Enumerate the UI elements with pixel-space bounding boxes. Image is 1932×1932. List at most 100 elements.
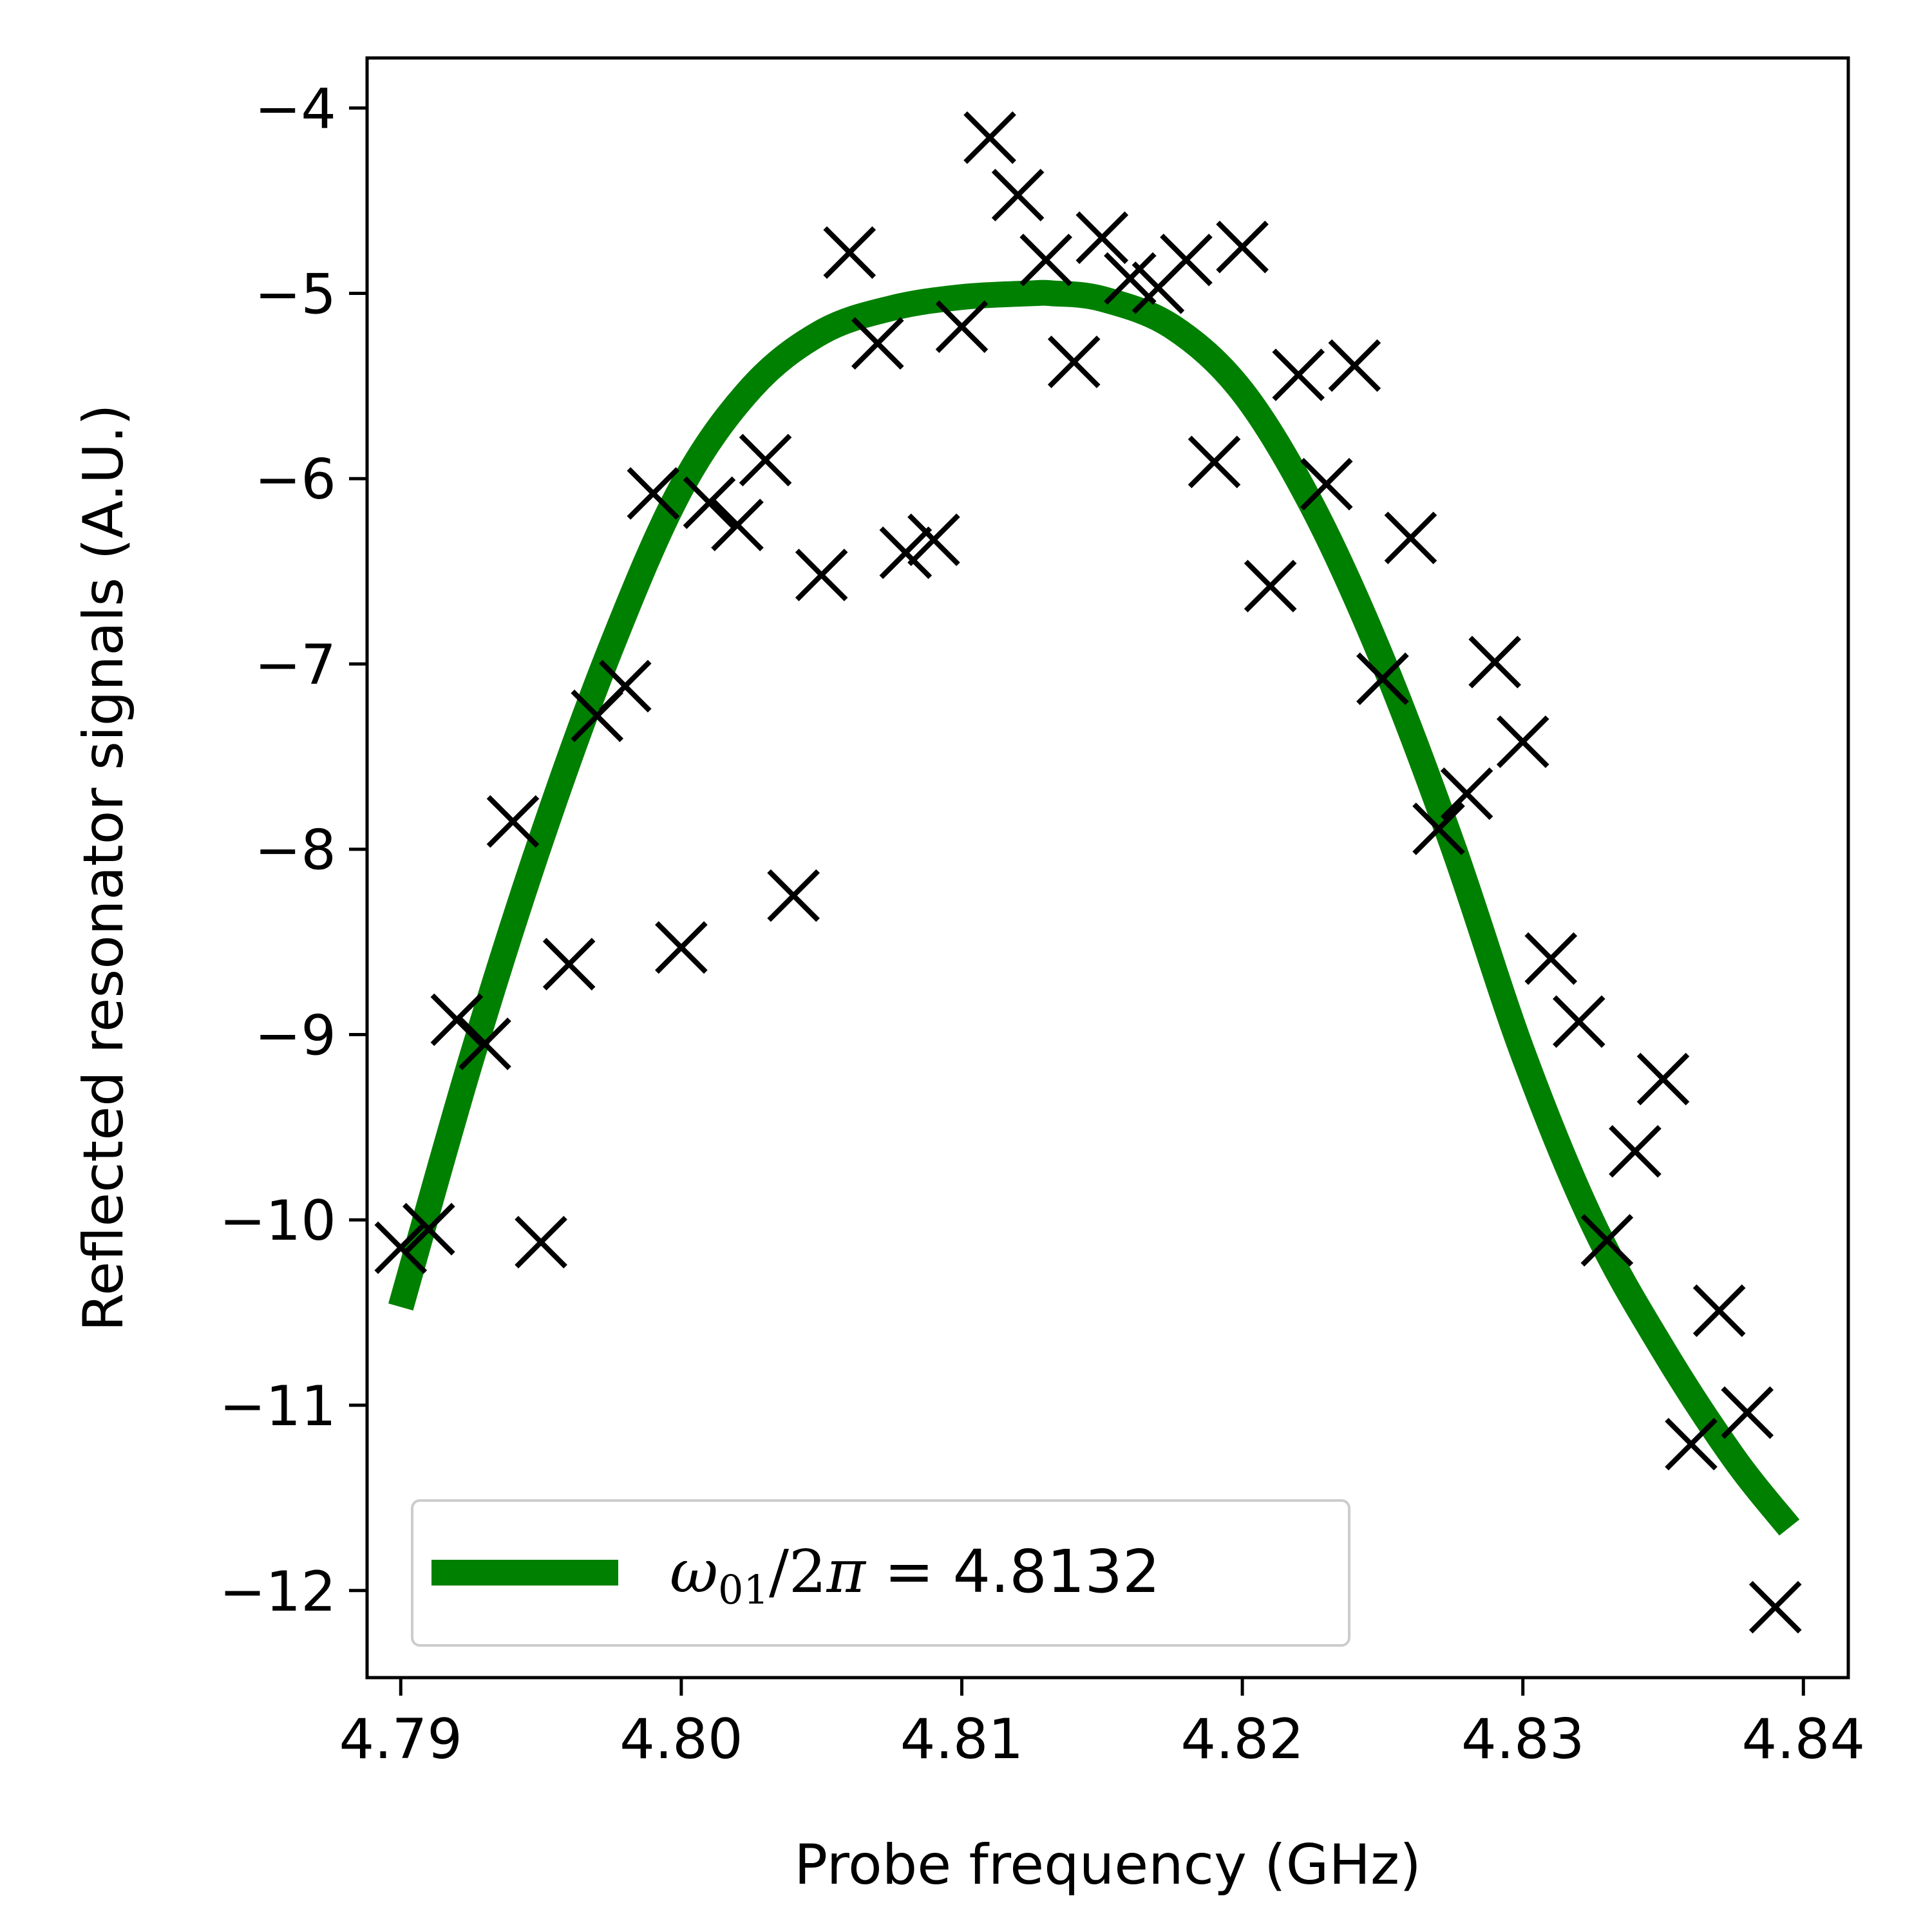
x-axis: 4.79 4.80 4.81 4.82 4.83 4.84: [339, 1678, 1865, 1772]
scatter-point: [1272, 348, 1325, 401]
scatter-point-stroke: [1721, 1386, 1774, 1439]
scatter-point: [515, 1215, 567, 1269]
x-tick-label: 4.79: [339, 1707, 462, 1772]
scatter-point-stroke: [683, 476, 736, 529]
scatter-point-stroke: [1468, 636, 1521, 688]
scatter-point: [1412, 802, 1465, 855]
scatter-point-stroke: [1609, 1124, 1662, 1178]
y-tick-label: −11: [220, 1374, 337, 1439]
scatter-point: [402, 1202, 455, 1256]
fit-curve: [388, 279, 1800, 1536]
scatter-point-stroke: [515, 1215, 567, 1269]
legend-label: ω01/2π = 4.8132: [670, 1537, 1160, 1613]
scatter-point: [1188, 435, 1241, 489]
y-tick-label: −5: [254, 262, 336, 327]
scatter-point-stroke: [374, 1221, 428, 1274]
scatter-point-stroke: [598, 659, 652, 713]
scatter-points-layer: [374, 111, 1802, 1634]
scatter-point-stroke: [1692, 1284, 1746, 1338]
legend-slash: /2: [769, 1537, 827, 1606]
scatter-point: [1468, 636, 1521, 688]
scatter-point-stroke: [1104, 252, 1157, 305]
scatter-point: [907, 513, 960, 566]
scatter-point: [1440, 767, 1493, 820]
x-tick-label: 4.81: [900, 1707, 1023, 1772]
legend: ω01/2π = 4.8132: [411, 1499, 1350, 1647]
x-tick-label: 4.80: [620, 1707, 743, 1772]
scatter-point-stroke: [1244, 560, 1297, 612]
x-tick-label: 4.84: [1742, 1707, 1865, 1772]
scatter-point-stroke: [1748, 1580, 1802, 1634]
scatter-point-stroke: [711, 498, 764, 551]
legend-pi: π: [826, 1537, 866, 1606]
scatter-point: [823, 226, 876, 279]
scatter-point: [1244, 560, 1297, 612]
legend-subscript: 01: [718, 1566, 769, 1613]
scatter-point: [963, 111, 1016, 164]
scatter-point: [1524, 932, 1578, 985]
scatter-point: [655, 921, 708, 974]
scatter-point-stroke: [879, 526, 933, 580]
scatter-point: [683, 476, 736, 529]
plot-frame: [365, 56, 1850, 1680]
scatter-point: [711, 498, 764, 551]
scatter-point: [1636, 1052, 1690, 1106]
y-tick-label: −9: [254, 1003, 336, 1068]
scatter-point-stroke: [627, 467, 680, 520]
scatter-point-stroke: [1272, 348, 1325, 401]
scatter-point-stroke: [991, 169, 1045, 222]
scatter-point: [1384, 511, 1437, 565]
x-tick-label: 4.83: [1461, 1707, 1584, 1772]
scatter-point: [374, 1221, 428, 1274]
scatter-point: [1328, 339, 1381, 392]
scatter-point-stroke: [795, 549, 848, 601]
scatter-point-stroke: [1188, 435, 1241, 489]
scatter-point-stroke: [402, 1202, 455, 1256]
legend-box: [411, 1499, 1350, 1647]
legend-value: = 4.8132: [866, 1537, 1160, 1606]
scatter-point-stroke: [1496, 715, 1549, 768]
scatter-point: [1580, 1214, 1634, 1267]
scatter-point-stroke: [1075, 211, 1129, 264]
scatter-point: [1356, 652, 1409, 705]
y-tick-label: −12: [220, 1560, 337, 1624]
scatter-point-stroke: [907, 513, 960, 566]
scatter-point-stroke: [1300, 458, 1353, 511]
scatter-point-stroke: [486, 795, 540, 848]
scatter-point: [1748, 1580, 1802, 1634]
scatter-point: [1019, 233, 1072, 287]
scatter-point: [598, 659, 652, 713]
scatter-point: [1300, 458, 1353, 511]
scatter-point-stroke: [1580, 1214, 1634, 1267]
y-tick-label: −4: [254, 77, 336, 142]
x-tick-label: 4.82: [1180, 1707, 1303, 1772]
scatter-point-stroke: [1665, 1417, 1718, 1471]
scatter-point: [991, 169, 1045, 222]
scatter-point-stroke: [655, 921, 708, 974]
scatter-point: [935, 300, 989, 354]
scatter-point: [1216, 220, 1269, 274]
scatter-point-stroke: [1440, 767, 1493, 820]
scatter-point-stroke: [1216, 220, 1269, 274]
scatter-point-stroke: [430, 993, 484, 1046]
y-tick-label: −6: [254, 448, 336, 512]
scatter-point: [1160, 233, 1213, 287]
scatter-point-stroke: [1356, 652, 1409, 705]
fit-curve-layer: [388, 279, 1800, 1536]
y-tick-label: −10: [220, 1189, 337, 1253]
scatter-point: [739, 433, 792, 487]
scatter-point: [1609, 1124, 1662, 1178]
scatter-point-stroke: [1328, 339, 1381, 392]
scatter-point-stroke: [1636, 1052, 1690, 1106]
legend-omega: ω: [670, 1537, 718, 1606]
scatter-point-stroke: [1047, 336, 1101, 388]
scatter-point-stroke: [851, 317, 904, 370]
scatter-point-stroke: [767, 869, 820, 922]
scatter-point: [430, 993, 484, 1046]
scatter-point: [1496, 715, 1549, 768]
scatter-point: [1692, 1284, 1746, 1338]
scatter-point: [542, 938, 596, 990]
scatter-point-stroke: [1160, 233, 1213, 287]
scatter-point: [486, 795, 540, 848]
